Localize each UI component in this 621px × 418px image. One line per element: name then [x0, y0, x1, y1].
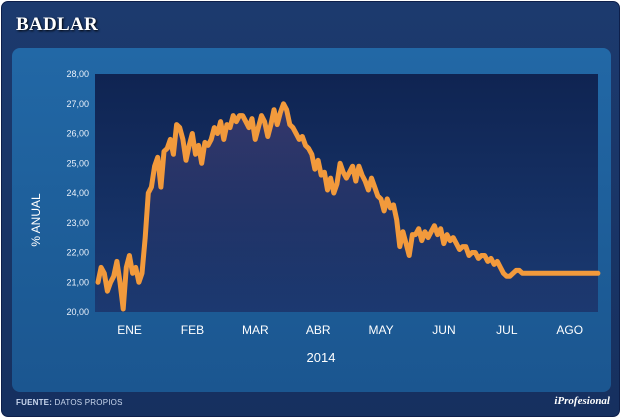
y-tick-label: 21,00	[66, 277, 89, 287]
x-tick-label: MAR	[242, 323, 269, 337]
series-line-path	[95, 101, 601, 312]
x-tick-label: ENE	[117, 323, 142, 337]
series-area	[98, 103, 598, 312]
y-axis-ticks: 28,00 27,00 26,00 25,00 24,00 23,00 22,00 21,00…	[66, 69, 89, 317]
y-tick-label: 27,00	[66, 99, 89, 109]
brand-logo: iProfesional	[554, 395, 610, 407]
y-axis-label: % ANUAL	[29, 193, 43, 247]
source-value: DATOS PROPIOS	[54, 398, 123, 407]
x-tick-label: JUL	[496, 323, 518, 337]
y-tick-label: 20,00	[66, 307, 89, 317]
x-axis-categories: ENE FEB MAR ABR MAY JUN JUL AGO	[117, 323, 583, 337]
x-tick-label: FEB	[181, 323, 204, 337]
x-tick-label: ABR	[306, 323, 331, 337]
x-tick-label: MAY	[369, 323, 394, 337]
chart-title: BADLAR	[16, 14, 99, 35]
area-fill	[98, 103, 598, 312]
source-label: FUENTE:	[16, 398, 53, 407]
y-tick-label: 22,00	[66, 248, 89, 258]
source-note: FUENTE: DATOS PROPIOS	[16, 398, 123, 407]
x-tick-label: JUN	[432, 323, 455, 337]
x-tick-label: AGO	[556, 323, 583, 337]
y-tick-label: 26,00	[66, 129, 89, 139]
series-line	[95, 101, 601, 312]
y-tick-label: 28,00	[66, 69, 89, 79]
y-tick-label: 24,00	[66, 188, 89, 198]
y-tick-label: 23,00	[66, 218, 89, 228]
x-axis-label: 2014	[307, 350, 336, 365]
y-tick-label: 25,00	[66, 158, 89, 168]
